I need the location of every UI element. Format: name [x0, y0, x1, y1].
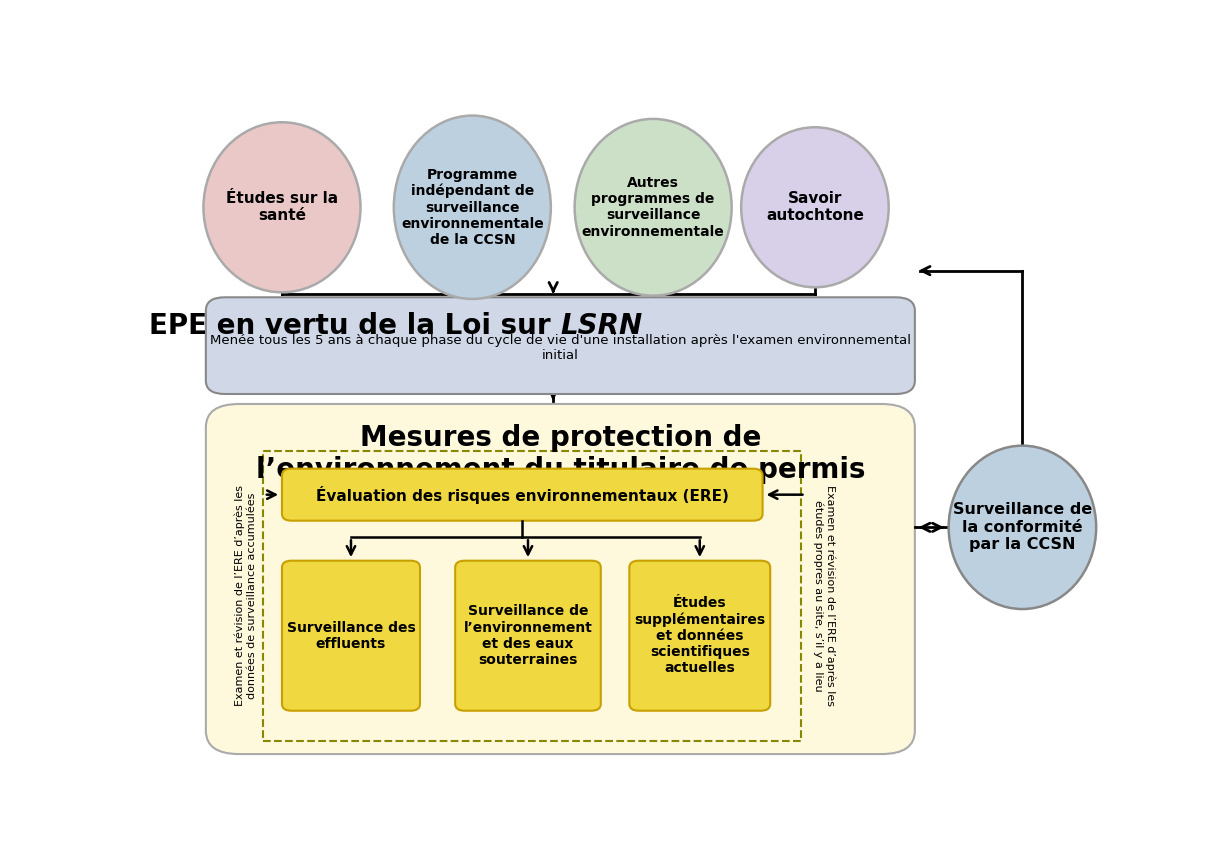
Text: Programme
indépendant de
surveillance
environnementale
de la CCSN: Programme indépendant de surveillance en…: [402, 168, 544, 247]
FancyBboxPatch shape: [282, 469, 763, 520]
Text: Surveillance de
l’environnement
et des eaux
souterraines: Surveillance de l’environnement et des e…: [463, 604, 592, 667]
Text: Surveillance des
effluents: Surveillance des effluents: [286, 621, 415, 651]
FancyBboxPatch shape: [206, 404, 915, 754]
Text: Études
supplémentaires
et données
scientifiques
actuelles: Études supplémentaires et données scient…: [634, 596, 765, 675]
Text: Mesures de protection de
l’environnement du titulaire de permis: Mesures de protection de l’environnement…: [255, 424, 865, 484]
Ellipse shape: [394, 115, 551, 299]
FancyBboxPatch shape: [282, 560, 420, 711]
Ellipse shape: [575, 119, 732, 295]
Text: Examen et révision de l’ERE d’après les
études propres au site, s’il y a lieu: Examen et révision de l’ERE d’après les …: [813, 485, 836, 706]
Text: Savoir
autochtone: Savoir autochtone: [766, 191, 863, 223]
Text: Évaluation des risques environnementaux (ERE): Évaluation des risques environnementaux …: [316, 486, 728, 504]
Text: Examen et révision de l’ERE d’après les
données de surveillance accumulées: Examen et révision de l’ERE d’après les …: [235, 485, 257, 706]
FancyBboxPatch shape: [630, 560, 770, 711]
FancyBboxPatch shape: [456, 560, 600, 711]
Text: Surveillance de
la conformité
par la CCSN: Surveillance de la conformité par la CCS…: [953, 502, 1092, 553]
Text: Menée tous les 5 ans à chaque phase du cycle de vie d'une installation après l'e: Menée tous les 5 ans à chaque phase du c…: [210, 334, 911, 362]
Ellipse shape: [742, 127, 889, 288]
Text: Autres
programmes de
surveillance
environnementale: Autres programmes de surveillance enviro…: [582, 176, 725, 238]
Text: LSRN: LSRN: [560, 312, 642, 340]
Ellipse shape: [204, 122, 361, 293]
Text: Système de gestion de l’environnement: Système de gestion de l’environnement: [400, 501, 721, 517]
Text: EPE en vertu de la Loi sur: EPE en vertu de la Loi sur: [149, 312, 560, 340]
Text: Études sur la
santé: Études sur la santé: [226, 191, 338, 223]
FancyBboxPatch shape: [206, 297, 915, 394]
Ellipse shape: [949, 446, 1097, 609]
